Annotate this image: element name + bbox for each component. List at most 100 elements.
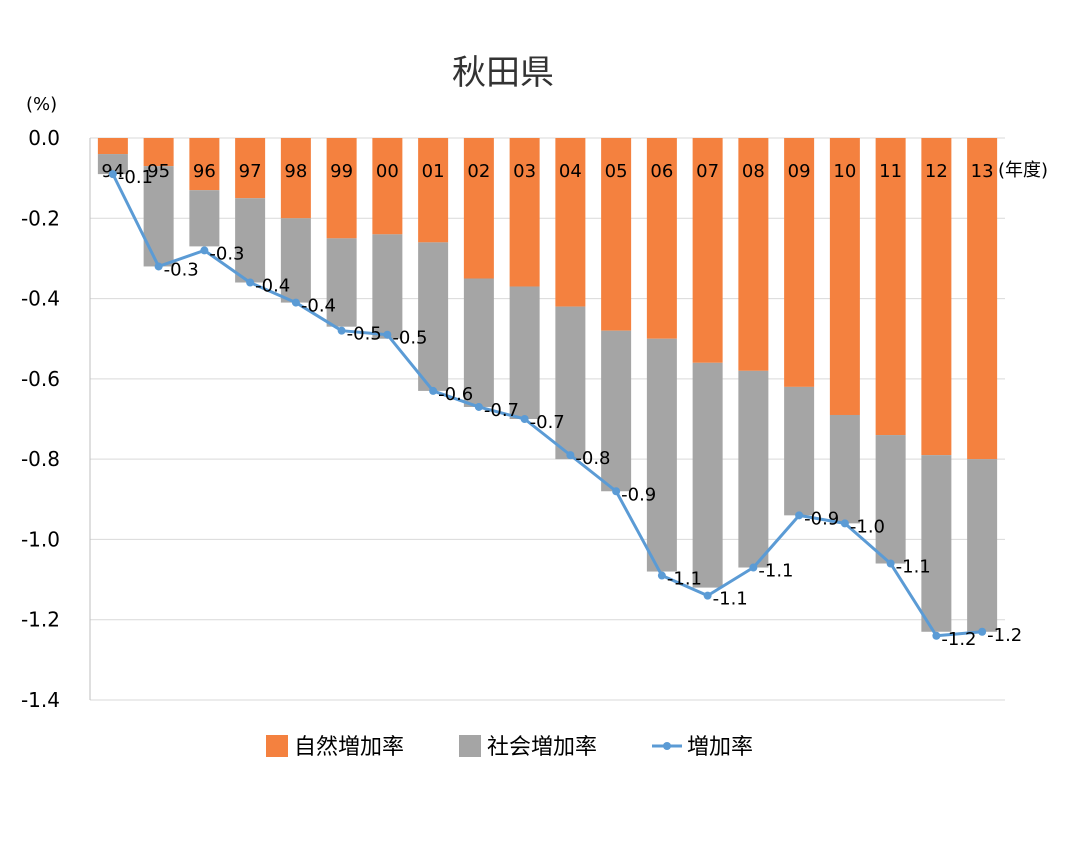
bar-natural-03 (509, 138, 540, 287)
bar-natural-09 (784, 138, 815, 387)
y-axis-ticks: 0.0 -0.2 -0.4 -0.6 -0.8 -1.0 -1.2 -1.4 (21, 126, 60, 712)
category-label: 05 (605, 161, 628, 182)
bar-natural-96 (189, 138, 220, 191)
total-rate-marker-13 (978, 627, 987, 636)
data-label-98: -0.4 (301, 296, 336, 317)
data-label-95: -0.3 (164, 259, 199, 280)
legend-label-total: 増加率 (687, 735, 753, 760)
data-label-12: -1.2 (941, 629, 976, 650)
data-label-01: -0.6 (438, 384, 473, 405)
bar-natural-00 (372, 138, 403, 235)
total-rate-marker-12 (932, 631, 941, 640)
category-label: 11 (879, 161, 902, 182)
bar-natural-99 (326, 138, 357, 239)
total-rate-marker-97 (246, 278, 255, 287)
data-label-03: -0.7 (530, 412, 565, 433)
data-labels: -0.1 -0.3 -0.3 -0.4 -0.4 -0.5 -0.5 -0.6 -0.7 -0.7… (118, 167, 1022, 650)
total-rate-marker-06 (657, 571, 666, 580)
legend-marker-total (663, 742, 671, 750)
total-rate-marker-05 (612, 487, 621, 496)
bar-social-11 (875, 435, 906, 564)
x-axis-unit: (年度) (998, 160, 1048, 181)
y-tick-label: -0.8 (21, 447, 60, 471)
total-rate-marker-09 (795, 511, 804, 520)
y-tick-label: -0.2 (21, 206, 60, 230)
y-tick-label: -0.6 (21, 367, 60, 391)
data-label-99: -0.5 (347, 324, 382, 345)
bar-natural-13 (967, 138, 998, 460)
y-tick-label: 0.0 (28, 126, 60, 150)
bar-natural-08 (738, 138, 769, 371)
bar-social-09 (784, 386, 815, 516)
bar-social-03 (509, 286, 540, 419)
bar-social-04 (555, 306, 586, 460)
bar-social-94 (97, 154, 128, 175)
data-label-06: -1.1 (667, 569, 702, 590)
data-label-00: -0.5 (392, 328, 427, 349)
data-label-07: -1.1 (713, 589, 748, 610)
total-rate-marker-01 (429, 386, 438, 395)
data-label-05: -0.9 (621, 484, 656, 505)
bar-natural-97 (235, 138, 266, 199)
total-rate-marker-00 (383, 330, 392, 339)
bar-social-96 (189, 190, 220, 247)
bar-social-99 (326, 238, 357, 327)
bar-social-98 (280, 218, 311, 303)
data-label-08: -1.1 (758, 561, 793, 582)
bar-natural-07 (692, 138, 723, 363)
category-label: 02 (467, 161, 490, 182)
legend-label-social: 社会増加率 (487, 735, 597, 760)
bar-social-07 (692, 362, 723, 588)
data-label-10: -1.0 (850, 516, 885, 537)
bar-natural-11 (875, 138, 906, 436)
category-label: 10 (833, 161, 856, 182)
total-rate-line (108, 170, 987, 640)
data-label-94: -0.1 (118, 167, 153, 188)
total-rate-marker-04 (566, 451, 575, 460)
category-label: 99 (330, 161, 353, 182)
y-tick-label: -0.4 (21, 287, 60, 311)
data-label-02: -0.7 (484, 400, 519, 421)
category-label: 07 (696, 161, 719, 182)
total-rate-marker-96 (200, 246, 209, 255)
total-rate-marker-02 (474, 402, 483, 411)
category-label: 97 (239, 161, 262, 182)
total-rate-marker-98 (291, 298, 300, 307)
bar-social-10 (829, 414, 860, 524)
bar-natural-12 (921, 138, 952, 456)
bar-social-97 (235, 198, 266, 283)
total-rate-marker-99 (337, 326, 346, 335)
category-label: 09 (788, 161, 811, 182)
y-axis-unit: (%) (26, 94, 57, 115)
bar-social-01 (418, 242, 449, 391)
category-label: 96 (193, 161, 216, 182)
category-label: 00 (376, 161, 399, 182)
data-label-97: -0.4 (255, 276, 290, 297)
data-label-09: -0.9 (804, 508, 839, 529)
bar-natural-05 (601, 138, 632, 331)
total-rate-marker-94 (108, 170, 117, 179)
bar-natural-95 (143, 138, 174, 167)
bar-natural-94 (97, 138, 128, 155)
bar-social-12 (921, 455, 952, 632)
category-label: 12 (925, 161, 948, 182)
data-label-11: -1.1 (896, 557, 931, 578)
legend-swatch-natural (266, 735, 288, 757)
total-rate-marker-11 (886, 559, 895, 568)
bar-social-13 (967, 459, 998, 632)
bar-natural-98 (280, 138, 311, 219)
bars (97, 138, 998, 632)
category-label: 06 (650, 161, 673, 182)
y-tick-label: -1.0 (21, 527, 60, 551)
bar-natural-02 (463, 138, 494, 279)
total-rate-marker-08 (749, 563, 758, 572)
bar-social-00 (372, 234, 403, 339)
total-rate-marker-03 (520, 415, 529, 423)
category-labels: 9495969798990001020304050607080910111213 (101, 161, 993, 182)
bar-natural-10 (829, 138, 860, 415)
y-tick-label: -1.4 (21, 688, 60, 712)
category-label: 98 (284, 161, 307, 182)
bar-social-02 (463, 278, 494, 407)
total-rate-marker-07 (703, 591, 712, 600)
